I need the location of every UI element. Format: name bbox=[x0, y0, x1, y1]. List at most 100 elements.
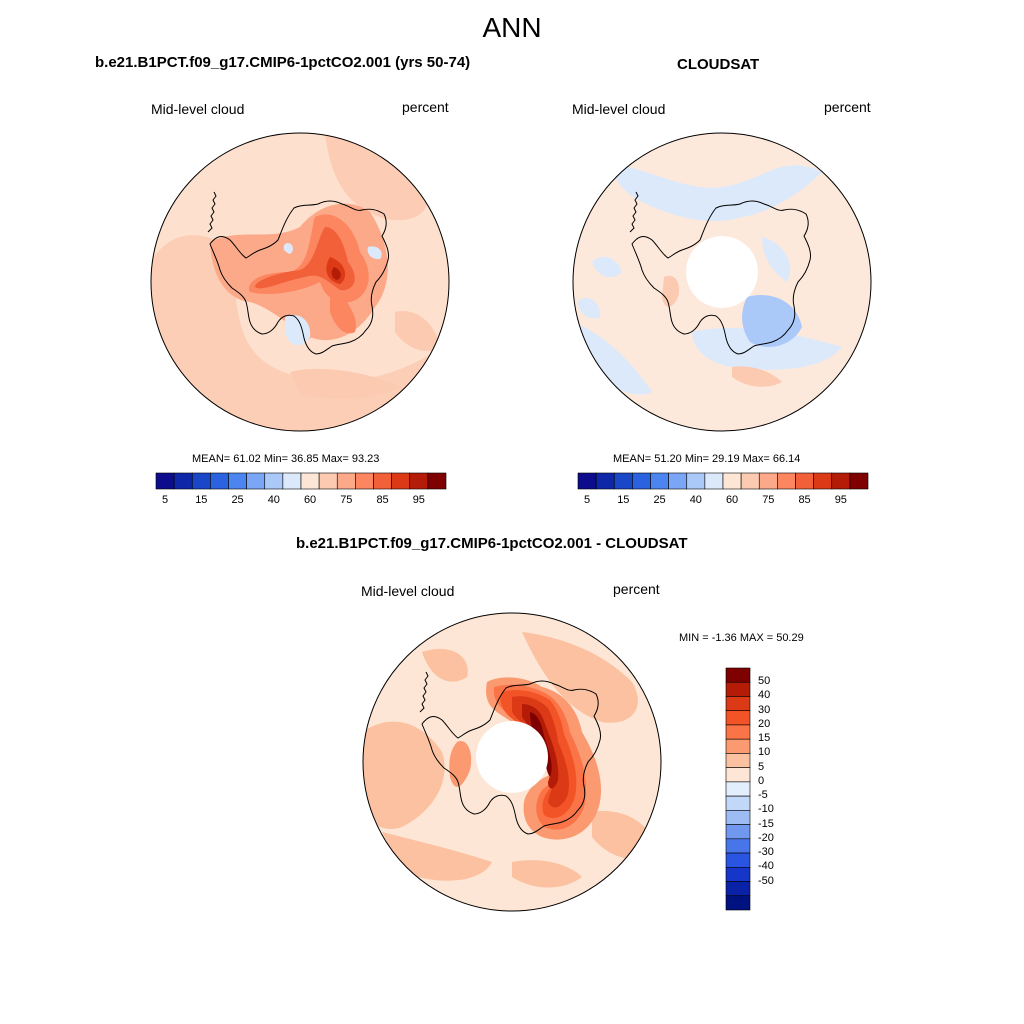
panel3-polar-map bbox=[362, 612, 662, 912]
colorbar-swatch bbox=[725, 724, 751, 740]
colorbar-tick-label: 5 bbox=[758, 760, 765, 773]
panel1-units-label: percent bbox=[402, 99, 449, 115]
colorbar-tick-label: -50 bbox=[758, 874, 774, 887]
peninsula-islands bbox=[629, 191, 639, 233]
contour-band bbox=[325, 133, 428, 221]
colorbar-swatch bbox=[595, 472, 615, 490]
colorbar-tick-label: 85 bbox=[798, 494, 811, 506]
colorbar-tick-label: 10 bbox=[758, 746, 771, 759]
peninsula-islands bbox=[419, 671, 429, 713]
panel2-title: CLOUDSAT bbox=[677, 56, 760, 73]
colorbar-swatch bbox=[373, 472, 392, 490]
colorbar-swatch bbox=[725, 824, 751, 840]
colorbar-tick-label: 5 bbox=[162, 494, 169, 506]
panel3-colorbar-ticks: 50 40 30 20 15 10 5 0 -5 -10 -15 -20 -30 -40 -50 bbox=[758, 668, 798, 910]
colorbar-swatch bbox=[725, 753, 751, 768]
colorbar-swatch bbox=[725, 838, 751, 854]
colorbar-tick-label: -5 bbox=[758, 789, 768, 802]
colorbar-tick-label: 0 bbox=[758, 774, 765, 787]
colorbar-tick-label: -10 bbox=[758, 803, 774, 816]
pole-hole bbox=[686, 236, 758, 308]
colorbar-swatch bbox=[391, 472, 411, 490]
colorbar-tick-label: -30 bbox=[758, 846, 774, 859]
colorbar-swatch bbox=[725, 696, 751, 712]
page-title: ANN bbox=[482, 12, 542, 43]
colorbar-tick-label: 95 bbox=[412, 494, 425, 506]
contour-negative-band bbox=[762, 237, 791, 282]
contour-band bbox=[330, 282, 356, 334]
panel2-colorbar-ticks: 5 15 25 40 60 75 85 95 bbox=[578, 494, 868, 508]
contour-band bbox=[522, 704, 559, 789]
contour-negative-band bbox=[692, 327, 842, 370]
contour-band bbox=[363, 721, 445, 829]
panel3-field-label: Mid-level cloud bbox=[361, 583, 455, 599]
antarctica-coastline bbox=[209, 200, 389, 355]
colorbar-swatch bbox=[777, 472, 796, 490]
colorbar-swatch bbox=[632, 472, 651, 490]
colorbar-swatch bbox=[355, 472, 374, 490]
colorbar-swatch bbox=[686, 472, 706, 490]
colorbar-swatch bbox=[282, 472, 302, 490]
colorbar-tick-label: -20 bbox=[758, 831, 774, 844]
contour-positive-band bbox=[732, 366, 782, 387]
colorbar-swatch bbox=[725, 710, 751, 726]
panel2-units-label: percent bbox=[824, 99, 871, 115]
contour-band bbox=[449, 741, 472, 787]
colorbar-swatch bbox=[725, 767, 751, 783]
colorbar-tick-label: 30 bbox=[758, 703, 771, 716]
colorbar-swatch bbox=[650, 472, 669, 490]
colorbar-swatch bbox=[725, 881, 751, 897]
contour-negative-band bbox=[592, 256, 622, 278]
colorbar-tick-label: 40 bbox=[758, 689, 771, 702]
colorbar-tick-label: 40 bbox=[267, 494, 280, 506]
colorbar-swatch bbox=[246, 472, 266, 490]
colorbar-swatch bbox=[409, 472, 429, 490]
panel2-stats: MEAN= 51.20 Min= 29.19 Max= 66.14 bbox=[613, 453, 801, 465]
colorbar-tick-label: -15 bbox=[758, 817, 774, 830]
contour-band bbox=[331, 267, 341, 280]
colorbar-swatch bbox=[722, 472, 742, 490]
panel1-field-label: Mid-level cloud bbox=[151, 101, 245, 117]
antarctica-coastline bbox=[421, 680, 601, 835]
colorbar-swatch bbox=[849, 472, 869, 490]
colorbar-swatch bbox=[210, 472, 229, 490]
colorbar-swatch bbox=[300, 472, 320, 490]
colorbar-tick-label: 60 bbox=[303, 494, 317, 506]
contour-band bbox=[290, 368, 400, 399]
colorbar-tick-label: 95 bbox=[834, 494, 847, 506]
panel1-colorbar-ticks: 5 15 25 40 60 75 85 95 bbox=[156, 494, 446, 508]
panel3-title: b.e21.B1PCT.f09_g17.CMIP6-1pctCO2.001 - … bbox=[296, 535, 688, 552]
colorbar-tick-label: 15 bbox=[195, 494, 208, 506]
map-boundary bbox=[150, 132, 450, 432]
panel2-colorbar bbox=[577, 472, 869, 490]
contour-band bbox=[422, 648, 468, 682]
peninsula-islands bbox=[207, 191, 217, 233]
colorbar-tick-label: 20 bbox=[758, 717, 771, 730]
colorbar-tick-label: 85 bbox=[376, 494, 389, 506]
colorbar-swatch bbox=[725, 852, 751, 868]
colorbar-swatch bbox=[191, 472, 211, 490]
colorbar-swatch bbox=[725, 781, 751, 797]
colorbar-swatch bbox=[725, 738, 751, 754]
contour-band bbox=[522, 632, 638, 723]
colorbar-swatch bbox=[758, 472, 778, 490]
colorbar-tick-label: 25 bbox=[231, 494, 244, 506]
contour-negative-band bbox=[750, 310, 777, 337]
colorbar-tick-label: 75 bbox=[340, 494, 353, 506]
antarctica-coastline bbox=[631, 200, 811, 355]
colorbar-tick-label: 75 bbox=[762, 494, 775, 506]
panel1-polar-map bbox=[150, 132, 450, 432]
panel1-stats: MEAN= 61.02 Min= 36.85 Max= 93.23 bbox=[192, 453, 380, 465]
colorbar-swatch bbox=[725, 810, 751, 825]
colorbar-tick-label: 5 bbox=[584, 494, 591, 506]
colorbar-tick-label: 25 bbox=[653, 494, 666, 506]
colorbar-tick-label: 15 bbox=[758, 732, 771, 745]
colorbar-swatch bbox=[725, 667, 751, 683]
panel1-title: b.e21.B1PCT.f09_g17.CMIP6-1pctCO2.001 (y… bbox=[95, 54, 471, 71]
colorbar-swatch bbox=[813, 472, 833, 490]
colorbar-tick-label: -40 bbox=[758, 860, 774, 873]
pole-hole bbox=[476, 721, 548, 793]
colorbar-tick-label: 50 bbox=[758, 675, 771, 688]
contour-negative-band bbox=[573, 322, 652, 395]
colorbar-swatch bbox=[264, 472, 284, 490]
